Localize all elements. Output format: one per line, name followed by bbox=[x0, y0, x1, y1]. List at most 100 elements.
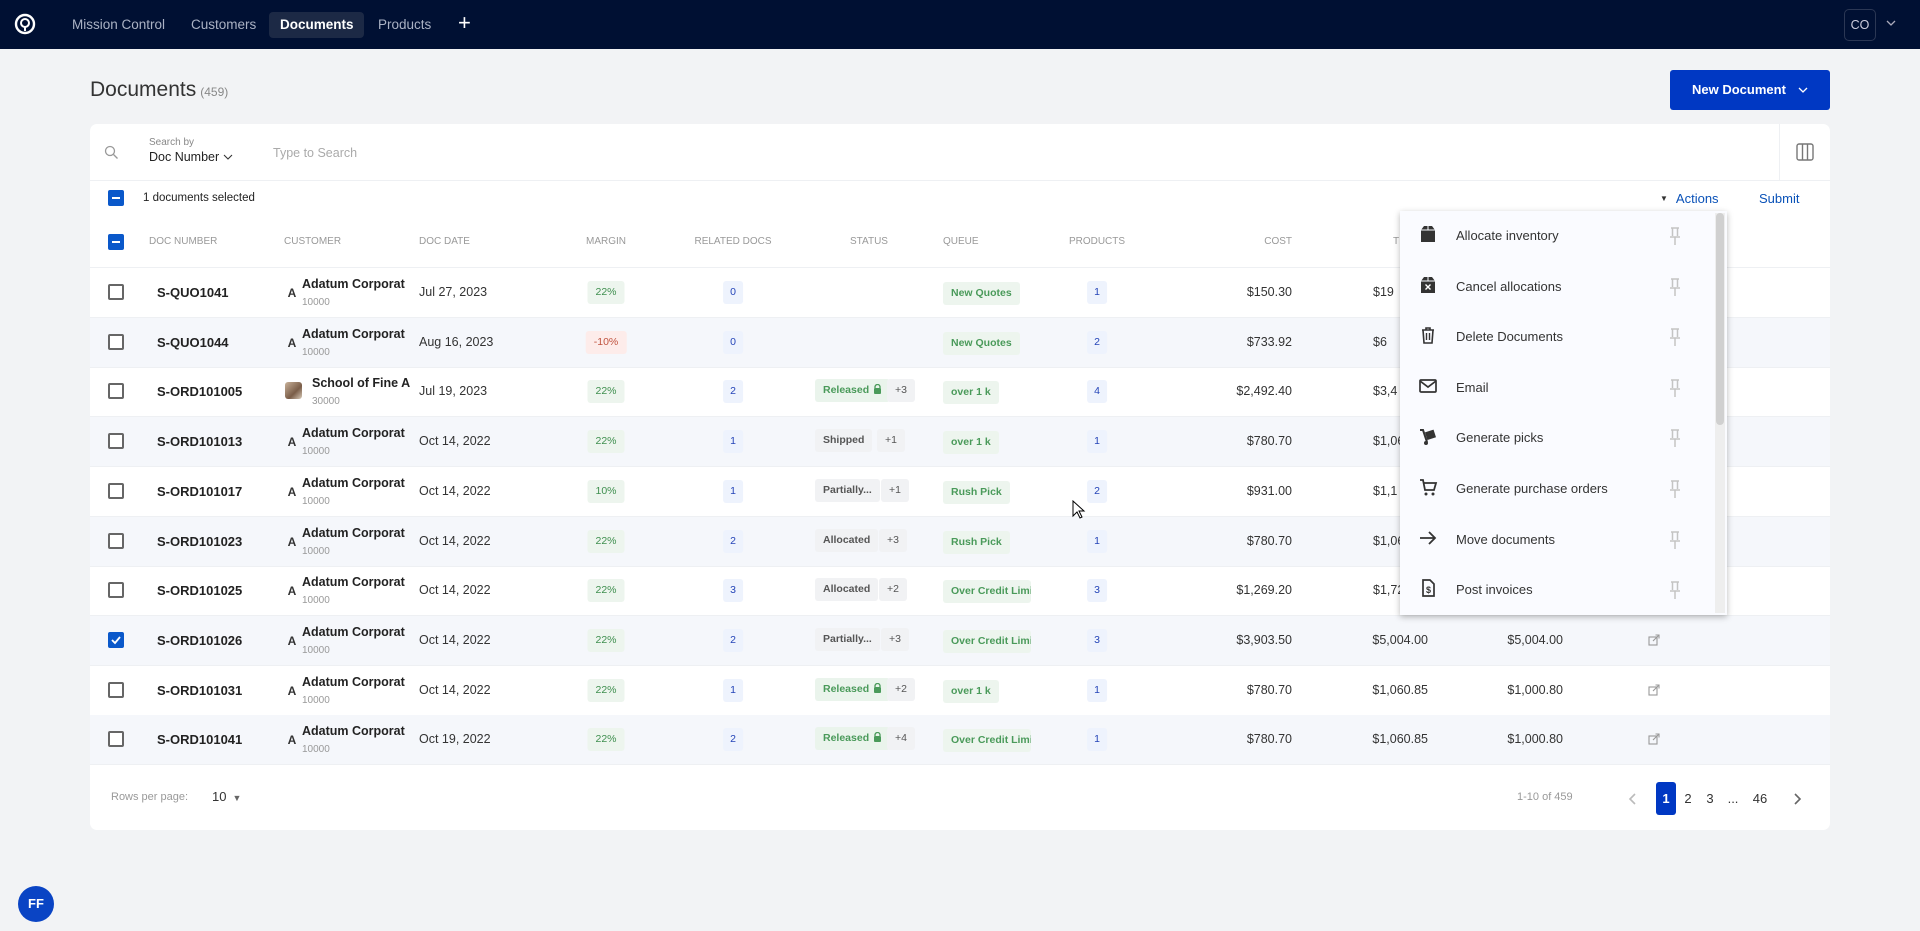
pin-icon[interactable] bbox=[1668, 378, 1682, 398]
menu-item-generate-purchase-orders[interactable]: Generate purchase orders bbox=[1400, 464, 1715, 514]
add-tab-plus-icon[interactable]: + bbox=[458, 10, 471, 35]
search-field-select[interactable]: Doc Number bbox=[149, 150, 233, 164]
related-docs-badge[interactable]: 2 bbox=[723, 728, 743, 752]
row-checkbox[interactable] bbox=[108, 681, 124, 698]
submit-button[interactable]: Submit bbox=[1759, 191, 1800, 206]
chevron-right-icon[interactable] bbox=[1792, 792, 1802, 806]
related-docs-badge[interactable]: 2 bbox=[723, 628, 743, 652]
page-46[interactable]: 46 bbox=[1752, 791, 1768, 806]
new-document-button[interactable]: New Document bbox=[1670, 70, 1830, 110]
products-badge[interactable]: 2 bbox=[1087, 479, 1107, 503]
products-badge[interactable]: 1 bbox=[1087, 728, 1107, 752]
col-products[interactable]: PRODUCTS bbox=[1068, 236, 1126, 247]
select-all-checkbox[interactable] bbox=[108, 234, 124, 250]
pin-icon[interactable] bbox=[1668, 580, 1682, 600]
customer-name[interactable]: Adatum Corporati bbox=[302, 525, 405, 540]
doc-number[interactable]: S-ORD101023 bbox=[157, 533, 243, 549]
pin-icon[interactable] bbox=[1668, 226, 1682, 246]
customer-name[interactable]: Adatum Corporati bbox=[302, 326, 405, 341]
more-status-badge[interactable]: +3 bbox=[879, 528, 907, 552]
col-total[interactable]: T bbox=[1393, 236, 1400, 247]
pin-icon[interactable] bbox=[1668, 530, 1682, 550]
doc-number[interactable]: S-ORD101031 bbox=[157, 682, 243, 698]
open-external-icon[interactable] bbox=[1648, 733, 1660, 745]
customer-name[interactable]: Adatum Corporati bbox=[302, 277, 405, 291]
customer-name[interactable]: Adatum Corporati bbox=[302, 426, 405, 441]
col-doc-number[interactable]: DOC NUMBER bbox=[149, 236, 218, 247]
chevron-left-icon[interactable] bbox=[1628, 792, 1638, 806]
customer-name[interactable]: Adatum Corporati bbox=[302, 674, 405, 689]
menu-item-cancel-allocations[interactable]: Cancel allocations bbox=[1400, 262, 1715, 312]
doc-number[interactable]: S-QUO1044 bbox=[157, 334, 229, 350]
select-all-checkbox-top[interactable] bbox=[108, 190, 124, 206]
row-checkbox[interactable] bbox=[108, 532, 124, 549]
more-status-badge[interactable]: +3 bbox=[887, 379, 915, 403]
nav-customers[interactable]: Customers bbox=[191, 17, 257, 32]
table-row[interactable]: S-ORD101026 A Adatum Corporati 10000 Oct 14,… bbox=[90, 615, 1830, 666]
table-row[interactable]: S-QUO1041 A Adatum Corporati 10000 Jul 27, 2… bbox=[90, 268, 1830, 318]
related-docs-badge[interactable]: 3 bbox=[723, 579, 743, 603]
col-margin[interactable]: MARGIN bbox=[586, 236, 626, 247]
customer-name[interactable]: Adatum Corporati bbox=[302, 724, 405, 739]
page-3[interactable]: 3 bbox=[1706, 791, 1714, 806]
products-badge[interactable]: 2 bbox=[1087, 330, 1107, 354]
menu-item-move-documents[interactable]: Move documents bbox=[1400, 515, 1715, 565]
menu-scrollbar-thumb[interactable] bbox=[1716, 213, 1724, 425]
products-badge[interactable]: 1 bbox=[1087, 678, 1107, 702]
table-row[interactable]: S-ORD101017 A Adatum Corporati 10000 Oct 14,… bbox=[90, 467, 1830, 517]
doc-number[interactable]: S-ORD101026 bbox=[157, 632, 243, 648]
products-badge[interactable]: 3 bbox=[1087, 579, 1107, 603]
open-document-link[interactable] bbox=[1648, 633, 1660, 651]
more-status-badge[interactable]: +2 bbox=[879, 578, 907, 602]
col-queue[interactable]: QUEUE bbox=[943, 236, 979, 247]
related-docs-badge[interactable]: 0 bbox=[723, 281, 743, 304]
nav-mission-control[interactable]: Mission Control bbox=[72, 17, 166, 32]
table-row[interactable]: S-ORD101025 A Adatum Corporati 10000 Oct 14,… bbox=[90, 566, 1830, 617]
products-badge[interactable]: 3 bbox=[1087, 628, 1107, 652]
search-input[interactable] bbox=[273, 142, 673, 164]
col-cost[interactable]: COST bbox=[1264, 236, 1292, 247]
row-checkbox[interactable] bbox=[108, 433, 124, 450]
related-docs-badge[interactable]: 1 bbox=[723, 678, 743, 702]
chevron-down-icon[interactable] bbox=[1884, 16, 1898, 30]
menu-item-post-invoices[interactable]: $ Post invoices bbox=[1400, 565, 1715, 615]
pin-icon[interactable] bbox=[1668, 277, 1682, 297]
row-checkbox[interactable] bbox=[108, 731, 124, 748]
more-status-badge[interactable]: +3 bbox=[881, 627, 909, 651]
doc-number[interactable]: S-QUO1041 bbox=[157, 285, 229, 300]
pin-icon[interactable] bbox=[1668, 479, 1682, 499]
related-docs-badge[interactable]: 0 bbox=[723, 330, 743, 354]
row-checkbox[interactable] bbox=[108, 582, 124, 599]
col-customer[interactable]: CUSTOMER bbox=[284, 236, 342, 247]
doc-number[interactable]: S-ORD101041 bbox=[157, 732, 243, 748]
pin-icon[interactable] bbox=[1668, 327, 1682, 347]
open-document-link[interactable] bbox=[1648, 683, 1660, 701]
doc-number[interactable]: S-ORD101013 bbox=[157, 434, 243, 450]
pin-icon[interactable] bbox=[1668, 428, 1682, 448]
products-badge[interactable]: 1 bbox=[1087, 430, 1107, 454]
col-status[interactable]: STATUS bbox=[850, 236, 888, 247]
row-checkbox[interactable] bbox=[108, 631, 124, 648]
nav-products[interactable]: Products bbox=[378, 17, 432, 32]
more-status-badge[interactable]: +4 bbox=[887, 727, 915, 751]
row-checkbox[interactable] bbox=[108, 383, 124, 400]
related-docs-badge[interactable]: 2 bbox=[723, 380, 743, 404]
nav-documents[interactable]: Documents bbox=[269, 12, 364, 38]
open-external-icon[interactable] bbox=[1648, 684, 1660, 696]
table-row[interactable]: S-ORD101005 School of Fine A 30000 Jul 19, … bbox=[90, 367, 1830, 418]
menu-item-allocate-inventory[interactable]: Allocate inventory bbox=[1400, 211, 1715, 261]
table-row[interactable]: S-ORD101041 A Adatum Corporati 10000 Oct 19,… bbox=[90, 715, 1830, 766]
related-docs-badge[interactable]: 2 bbox=[723, 529, 743, 553]
row-checkbox[interactable] bbox=[108, 482, 124, 499]
more-status-badge[interactable]: +2 bbox=[887, 677, 915, 701]
col-doc-date[interactable]: DOC DATE bbox=[419, 236, 470, 247]
page-2[interactable]: 2 bbox=[1684, 791, 1692, 806]
related-docs-badge[interactable]: 1 bbox=[723, 430, 743, 454]
doc-number[interactable]: S-ORD101025 bbox=[157, 583, 243, 599]
open-external-icon[interactable] bbox=[1648, 634, 1660, 646]
products-badge[interactable]: 1 bbox=[1087, 529, 1107, 553]
columns-icon[interactable] bbox=[1795, 142, 1815, 162]
customer-name[interactable]: School of Fine A bbox=[312, 376, 411, 391]
row-checkbox[interactable] bbox=[108, 284, 124, 300]
more-status-badge[interactable]: +1 bbox=[881, 478, 909, 502]
